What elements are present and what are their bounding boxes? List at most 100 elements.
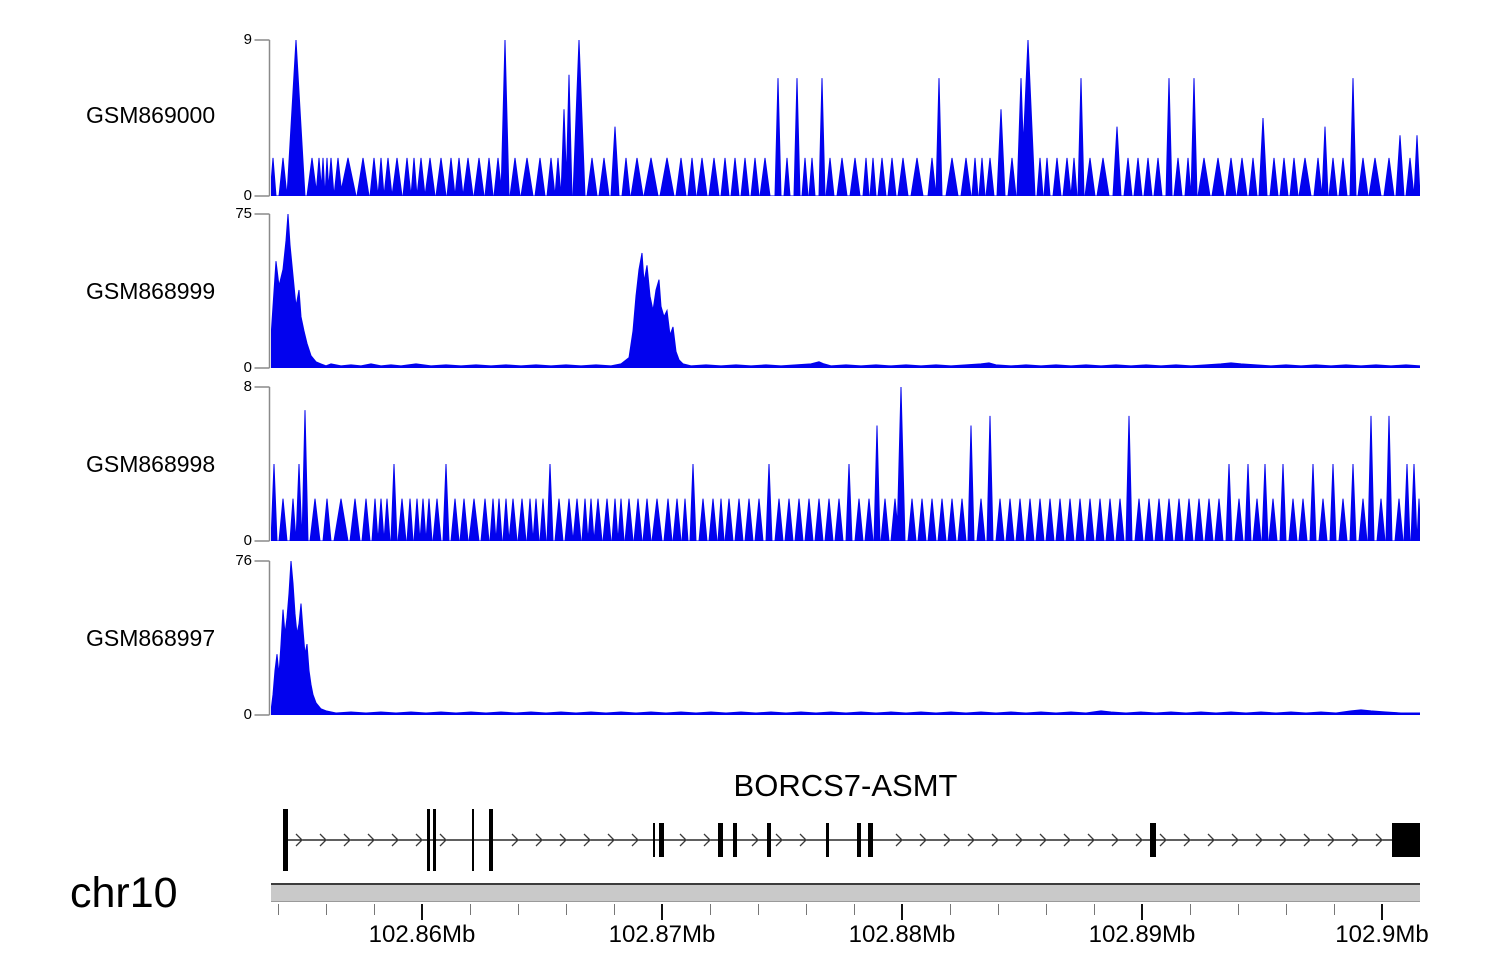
strand-arrow-icon (1087, 833, 1095, 847)
exon-bar (868, 823, 873, 857)
strand-arrow-icon (415, 833, 423, 847)
exon-bar (733, 823, 737, 857)
axis-minor-tick (854, 904, 855, 915)
axis-tick-label: 102.9Mb (1335, 921, 1429, 948)
strand-arrow-icon (1135, 833, 1143, 847)
strand-arrow-icon (1159, 833, 1167, 847)
strand-arrow-icon (991, 833, 999, 847)
y-axis-track1 (254, 39, 271, 197)
coverage-plot-gsm868998 (271, 387, 1420, 541)
coverage-area-gsm868998 (271, 387, 1420, 541)
axis-major-tick (661, 904, 663, 920)
y-axis-track3 (254, 386, 271, 542)
y-axis-max-label-track1: 9 (243, 31, 252, 48)
strand-arrow-icon (1279, 833, 1287, 847)
exon-bar (427, 809, 430, 871)
strand-arrow-icon (535, 833, 543, 847)
axis-minor-tick (470, 904, 471, 915)
exon-bar (718, 823, 723, 857)
strand-arrow-icon (1327, 833, 1335, 847)
axis-tick-label: 102.86Mb (368, 921, 476, 948)
axis-minor-tick (518, 904, 519, 915)
strand-arrow-icon (583, 833, 591, 847)
coverage-plot-gsm869000 (271, 40, 1420, 196)
axis-minor-tick (1094, 904, 1095, 915)
strand-arrow-icon (703, 833, 711, 847)
strand-arrow-icon (967, 833, 975, 847)
gene-model (283, 809, 1420, 871)
strand-arrow-icon (295, 833, 303, 847)
strand-arrow-icon (1039, 833, 1047, 847)
axis-tick-label: 102.89Mb (1088, 921, 1196, 948)
track-label-gsm868998: GSM868998 (86, 451, 216, 477)
strand-arrow-icon (775, 833, 783, 847)
strand-arrow-icon (511, 833, 519, 847)
y-axis-min-label-track3: 0 (243, 532, 252, 549)
axis-minor-tick (1046, 904, 1047, 915)
track-label-gsm869000: GSM869000 (86, 102, 216, 128)
strand-arrow-icon (679, 833, 687, 847)
strand-arrow-icon (799, 833, 807, 847)
axis-minor-tick (758, 904, 759, 915)
y-axis-max-label-track2: 75 (235, 205, 252, 222)
axis-minor-tick (806, 904, 807, 915)
strand-arrow-icon (1255, 833, 1263, 847)
strand-arrow-icon (607, 833, 615, 847)
strand-arrow-icon (943, 833, 951, 847)
strand-arrow-icon (1063, 833, 1071, 847)
coverage-area-gsm869000 (271, 40, 1420, 196)
strand-arrow-icon (751, 833, 759, 847)
strand-arrow-icon (439, 833, 447, 847)
y-axis-min-label-track2: 0 (243, 359, 252, 376)
strand-arrow-icon (1303, 833, 1311, 847)
exon-bar (472, 809, 474, 871)
strand-arrow-icon (895, 833, 903, 847)
strand-arrow-icon (1231, 833, 1239, 847)
axis-major-tick (421, 904, 423, 920)
gene-title: BORCS7-ASMT (733, 768, 958, 803)
strand-arrow-icon (1015, 833, 1023, 847)
exon-bar (857, 823, 861, 857)
coverage-plot-gsm868997 (271, 561, 1420, 715)
chromosome-bar (271, 883, 1420, 902)
strand-arrow-icon (1375, 833, 1383, 847)
y-axis-max-label-track3: 8 (243, 378, 252, 395)
exon-bar (826, 823, 829, 857)
exon-bar (659, 823, 664, 857)
strand-arrow-icon (1111, 833, 1119, 847)
y-axis-min-label-track1: 0 (243, 187, 252, 204)
coverage-plot-gsm868999 (271, 214, 1420, 368)
strand-arrow-icon (391, 833, 399, 847)
axis-minor-tick (1238, 904, 1239, 915)
axis-major-tick (901, 904, 903, 920)
coverage-area-gsm868997 (271, 561, 1420, 715)
axis-minor-tick (1286, 904, 1287, 915)
axis-major-tick (1381, 904, 1383, 920)
track-label-gsm868999: GSM868999 (86, 278, 216, 304)
axis-minor-tick (326, 904, 327, 915)
strand-arrow-icon (631, 833, 639, 847)
strand-arrow-icon (1207, 833, 1215, 847)
strand-arrow-icon (367, 833, 375, 847)
exon-bar (283, 809, 288, 871)
exon-bar (653, 823, 655, 857)
axis-minor-tick (1190, 904, 1191, 915)
strand-arrow-icon (919, 833, 927, 847)
strand-arrow-icon (319, 833, 327, 847)
strand-arrow-icon (1351, 833, 1359, 847)
coverage-area-gsm868999 (271, 214, 1420, 368)
axis-tick-label: 102.87Mb (608, 921, 716, 948)
axis-minor-tick (374, 904, 375, 915)
exon-bar (767, 823, 771, 857)
strand-arrow-icon (343, 833, 351, 847)
axis-tick-label: 102.88Mb (848, 921, 956, 948)
axis-minor-tick (1334, 904, 1335, 915)
strand-arrow-icon (559, 833, 567, 847)
axis-minor-tick (998, 904, 999, 915)
exon-bar (433, 809, 436, 871)
y-axis-track4 (254, 560, 271, 716)
genome-axis: 102.86Mb 102.87Mb 102.88Mb 102.89Mb 102.9Mb (271, 883, 1429, 963)
axis-minor-tick (566, 904, 567, 915)
chromosome-label: chr10 (70, 869, 178, 917)
